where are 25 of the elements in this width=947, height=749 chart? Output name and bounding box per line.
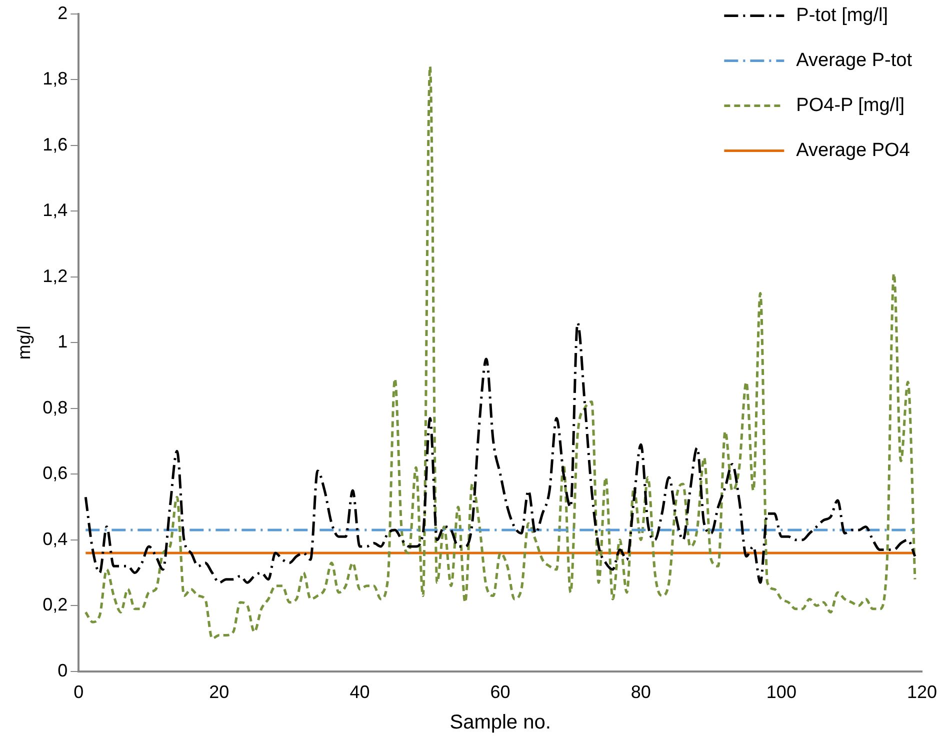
x-tick-label: 100 (766, 682, 796, 702)
x-tick-label: 120 (906, 682, 938, 702)
x-axis-title: Sample no. (450, 712, 551, 734)
x-tick-label: 20 (209, 682, 230, 702)
line-series (84, 322, 916, 584)
x-tick-label: 40 (350, 682, 370, 702)
legend-label: PO4-P [mg/l] (796, 95, 905, 116)
legend-label: P-tot [mg/l] (796, 5, 888, 26)
x-tick-label: 60 (490, 682, 510, 702)
y-tick-label: 1,4 (42, 200, 68, 220)
y-tick-label: 1,6 (42, 134, 68, 154)
y-tick-label: 1 (58, 332, 68, 352)
y-tick-label: 2 (58, 2, 68, 23)
x-tick-label: 0 (74, 682, 84, 702)
y-tick-label: 0 (58, 660, 68, 680)
y-tick-label: 0,2 (42, 594, 68, 615)
y-tick-label: 0,6 (42, 463, 68, 484)
x-tick-label: 80 (630, 682, 651, 702)
y-tick-label: 1,8 (42, 68, 68, 89)
legend-label: Average PO4 (796, 140, 910, 162)
y-tick-label: 1,2 (42, 266, 68, 286)
legend-label: Average P-tot (796, 50, 913, 72)
y-tick-label: 0,4 (42, 528, 68, 549)
y-tick-label: 0,8 (42, 397, 68, 418)
y-axis-title: mg/l (14, 326, 34, 360)
